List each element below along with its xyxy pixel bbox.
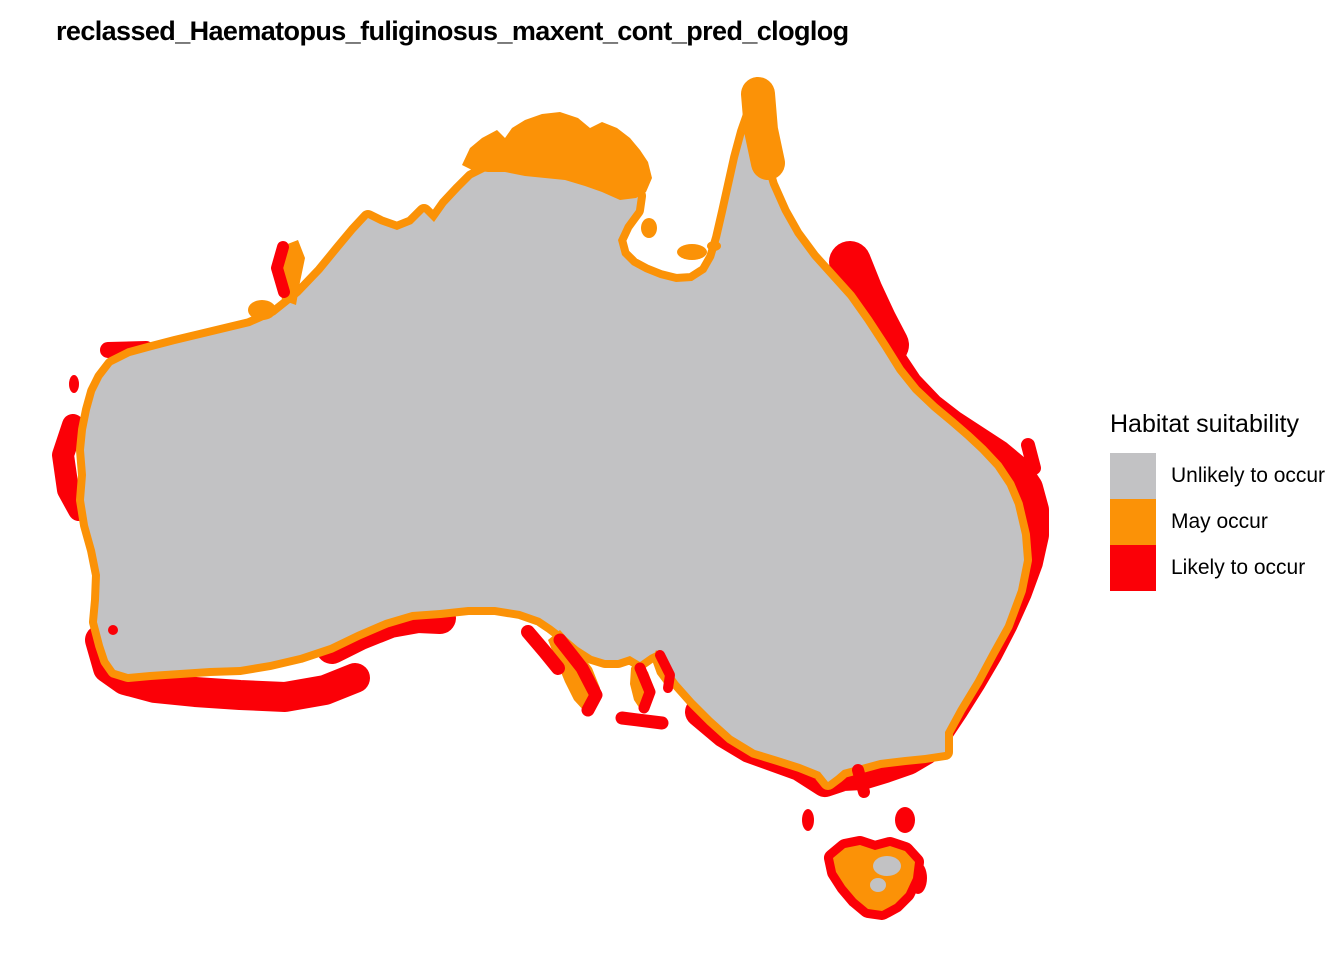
may-area-cape-york-tip xyxy=(741,77,785,180)
likely-king-island xyxy=(802,809,814,831)
likely-streaky-bay xyxy=(521,625,565,675)
likely-detail-patches xyxy=(69,241,915,833)
may-area-groote-eylandt xyxy=(641,218,657,238)
may-area-eighty-mile-beach xyxy=(248,300,276,320)
likely-band-fraser xyxy=(1021,438,1041,475)
may-area-top-end xyxy=(462,112,652,200)
likely-exmouth-spot xyxy=(69,375,79,393)
legend-swatch-may xyxy=(1110,499,1156,545)
likely-bunbury-spot xyxy=(108,625,118,635)
may-area-wellesley-island xyxy=(707,241,721,251)
legend-swatch-likely xyxy=(1110,545,1156,591)
legend-title: Habitat suitability xyxy=(1110,410,1299,438)
likely-wilsons-prom xyxy=(852,764,870,798)
legend-label-may: May occur xyxy=(1171,510,1268,533)
likely-gulf-st-vincent xyxy=(655,650,675,693)
tasmania xyxy=(824,836,927,920)
mainland-unlikely-area xyxy=(84,105,1024,782)
legend-item-may: May occur xyxy=(1110,499,1325,545)
legend-item-unlikely: Unlikely to occur xyxy=(1110,453,1325,499)
legend: Habitat suitability Unlikely to occur Ma… xyxy=(1110,410,1325,591)
tasmania-unlikely-patch-small xyxy=(870,878,886,892)
likely-band-shark-bay xyxy=(52,414,90,521)
likely-spencer-gulf xyxy=(634,662,656,714)
likely-kangaroo-island xyxy=(615,711,669,730)
legend-item-likely: Likely to occur xyxy=(1110,545,1325,591)
page-title: reclassed_Haematopus_fuliginosus_maxent_… xyxy=(56,16,849,46)
legend-label-likely: Likely to occur xyxy=(1171,556,1306,579)
may-area-mornington-island xyxy=(677,244,707,260)
likely-king-sound xyxy=(271,241,290,298)
legend-swatch-unlikely xyxy=(1110,453,1156,499)
tasmania-unlikely-patch-large xyxy=(873,856,901,876)
likely-flinders-island xyxy=(895,807,915,833)
legend-label-unlikely: Unlikely to occur xyxy=(1171,464,1326,487)
likely-eyre-west xyxy=(553,633,603,717)
